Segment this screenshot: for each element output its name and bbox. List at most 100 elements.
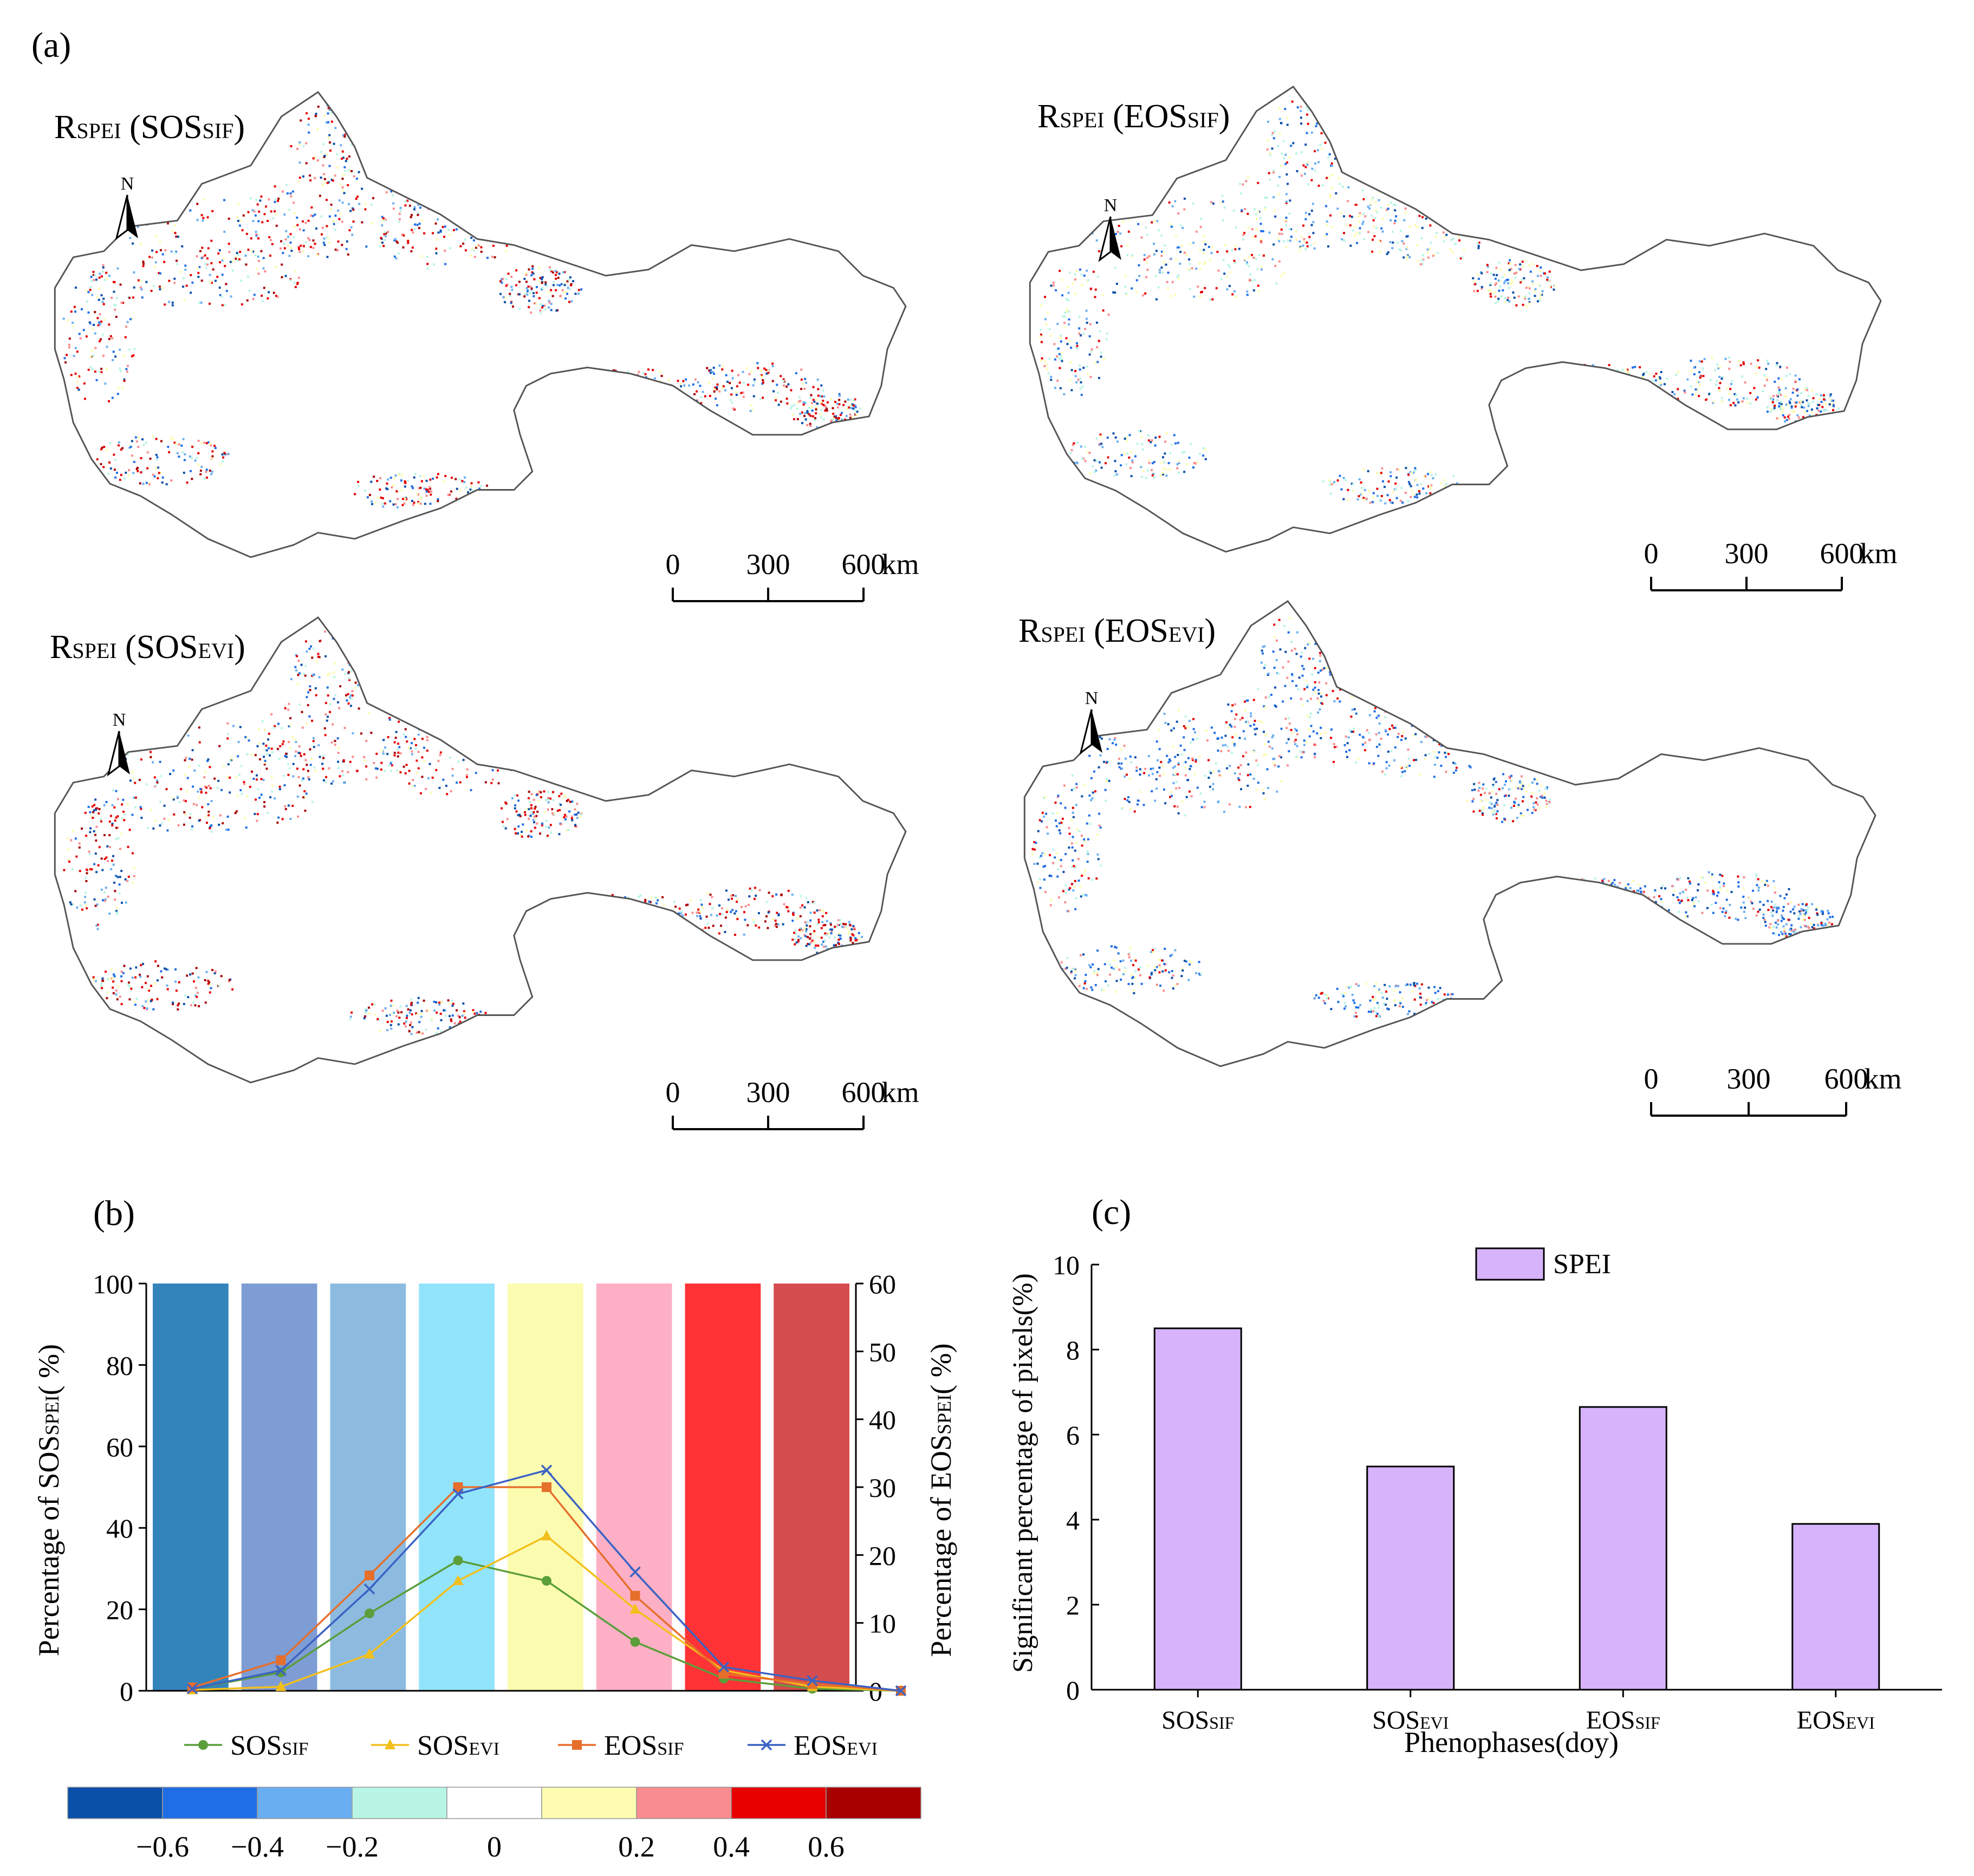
colorbar-swatch [826,1787,921,1819]
y-axis-label: Significant percentage of pixels(%) [1008,1273,1038,1673]
bar [1153,1327,1242,1691]
scale-bar: 0 300 600 km [1644,1063,1902,1117]
legend-label: SPEI [1553,1249,1611,1280]
bar [1791,1523,1880,1691]
series-point [186,1683,198,1695]
map-dots [1039,96,1840,505]
y-tick-label-left: 20 [106,1595,133,1625]
series-point [629,1603,641,1614]
y-tick-label-left: 40 [106,1513,133,1543]
legend-label: EOSSIF [604,1730,684,1761]
series-point [452,1574,464,1585]
map-title-eos-evi: RSPEI (EOSEVI) [1018,613,1216,649]
colorbar-swatch [257,1787,353,1819]
colorbar-label: −0.2 [326,1831,379,1863]
series-point [187,1682,197,1692]
scale-bar: 0 300 600 km [1644,537,1898,591]
y-tick-label-left: 60 [106,1432,133,1462]
series-point [452,1488,464,1500]
map-rspei-eos-sif [1029,86,1882,553]
legend-marker [198,1740,208,1750]
background-bin [330,1284,406,1691]
map-title-sos-evi: RSPEI (SOSEVI) [50,629,245,666]
x-tick-label: SOSSIF [1161,1706,1234,1735]
panel-label-c: (c) [1092,1193,1131,1232]
background-bin [241,1284,317,1691]
scale-bar: 0 300 600 km [666,1076,919,1130]
map-dots [1031,609,1834,1018]
colorbar-swatch [446,1787,542,1819]
colorbar-swatch [636,1787,732,1819]
map-rspei-sos-evi [54,616,907,1084]
series-point [807,1675,818,1686]
series-point [453,1482,463,1492]
bar [1366,1465,1455,1691]
y-tick-label-right: 40 [869,1405,896,1435]
series-point [541,1464,553,1476]
series-point [365,1608,374,1619]
panel-label-b: (b) [93,1194,135,1233]
y-tick-label: 4 [1066,1505,1080,1535]
series-point [542,1482,551,1492]
series-point [542,1575,551,1586]
background-bin [596,1284,672,1691]
map-rspei-sos-sif [54,91,907,558]
colorbar-swatch [352,1787,447,1819]
legend-marker [761,1739,772,1751]
legend-swatch [1475,1247,1545,1281]
series-point [629,1566,641,1578]
legend-marker [385,1739,395,1749]
colorbar-label: 0.2 [618,1831,655,1863]
series-point [895,1685,907,1697]
series-point [365,1570,374,1580]
bar [1579,1406,1667,1691]
y-tick-label: 8 [1066,1335,1080,1365]
scale-bar: 0 300 600 km [666,548,919,602]
panel-label-a: (a) [31,25,71,65]
north-arrow-icon: N [1080,688,1103,754]
north-arrow-icon: N [115,174,139,239]
series-point [364,1648,375,1659]
colorbar-label: 0 [487,1831,502,1863]
background-bin [685,1284,761,1691]
y-tick-label-right: 0 [869,1676,882,1706]
y-tick-label-right: 30 [869,1473,896,1503]
y-tick-label-left: 100 [93,1269,133,1299]
y-tick-label: 0 [1066,1675,1080,1705]
background-bin [774,1284,849,1691]
legend-label: EOSEVI [794,1730,878,1761]
colorbar-swatch [541,1787,637,1819]
y-tick-label: 2 [1066,1590,1080,1620]
x-axis-label: Phenophases(doy) [1404,1726,1619,1758]
chart-b: 0 20 40 60 80 100 0 10 20 30 40 50 60 SOSSIF SOSEVI EOS… [93,1269,907,1761]
series-point [719,1669,729,1679]
series-point [275,1665,287,1676]
colorbar-swatch [162,1787,258,1819]
map-title-eos-sif: RSPEI (EOSSIF) [1037,98,1230,135]
series-point [718,1661,730,1673]
series-point [630,1591,640,1601]
north-arrow-icon: N [107,710,131,776]
series-point [363,1583,375,1595]
map-rspei-eos-evi [1023,600,1876,1067]
y-tick-label-right: 10 [869,1608,896,1639]
series-point [275,1680,287,1691]
y-tick-label: 10 [1053,1250,1080,1280]
y-tick-label-right: 60 [869,1269,896,1299]
map-dots [62,100,861,509]
series-point [453,1555,463,1566]
colorbar-label: −0.6 [136,1831,189,1863]
series-point [630,1637,640,1647]
legend-label: SOSEVI [417,1730,499,1761]
north-arrow-icon: N [1099,196,1122,261]
y-tick-label-right: 50 [869,1337,896,1367]
colorbar-label: 0.6 [808,1831,845,1863]
colorbar-swatch [67,1787,163,1819]
legend-marker [572,1740,582,1750]
map-dots [63,625,863,1035]
map-title-sos-sif: RSPEI (SOSSIF) [54,109,245,146]
y-tick-label-right: 20 [869,1540,896,1571]
series-point [276,1667,286,1678]
background-bin [153,1284,229,1691]
